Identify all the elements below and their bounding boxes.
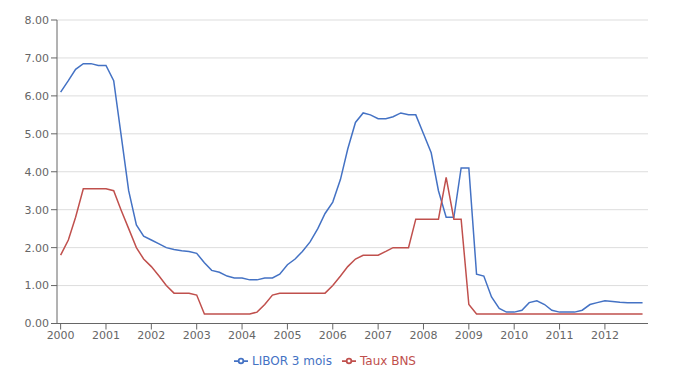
svg-text:2011: 2011 [546,329,574,342]
svg-text:2012: 2012 [591,329,619,342]
svg-text:2008: 2008 [409,329,437,342]
svg-text:2.00: 2.00 [25,242,50,255]
html-text:Taux BNS: Taux BNS [359,353,416,368]
svg-text:2005: 2005 [273,329,301,342]
svg-text:2003: 2003 [183,329,211,342]
svg-text:2009: 2009 [455,329,483,342]
svg-text:2004: 2004 [228,329,256,342]
svg-text:4.00: 4.00 [25,166,50,179]
svg-text:1.00: 1.00 [25,279,50,292]
svg-text:2006: 2006 [319,329,347,342]
svg-text:2000: 2000 [47,329,75,342]
svg-text:2002: 2002 [137,329,165,342]
html-text:LIBOR 3 mois: LIBOR 3 mois [252,353,332,368]
svg-text:2001: 2001 [92,329,120,342]
svg-text:8.00: 8.00 [25,14,50,27]
svg-text:6.00: 6.00 [25,90,50,103]
svg-text:5.00: 5.00 [25,128,50,141]
svg-text:3.00: 3.00 [25,204,50,217]
svg-text:7.00: 7.00 [25,52,50,65]
svg-text:0.00: 0.00 [25,317,50,330]
svg-text:2010: 2010 [500,329,528,342]
svg-text:2007: 2007 [364,329,392,342]
